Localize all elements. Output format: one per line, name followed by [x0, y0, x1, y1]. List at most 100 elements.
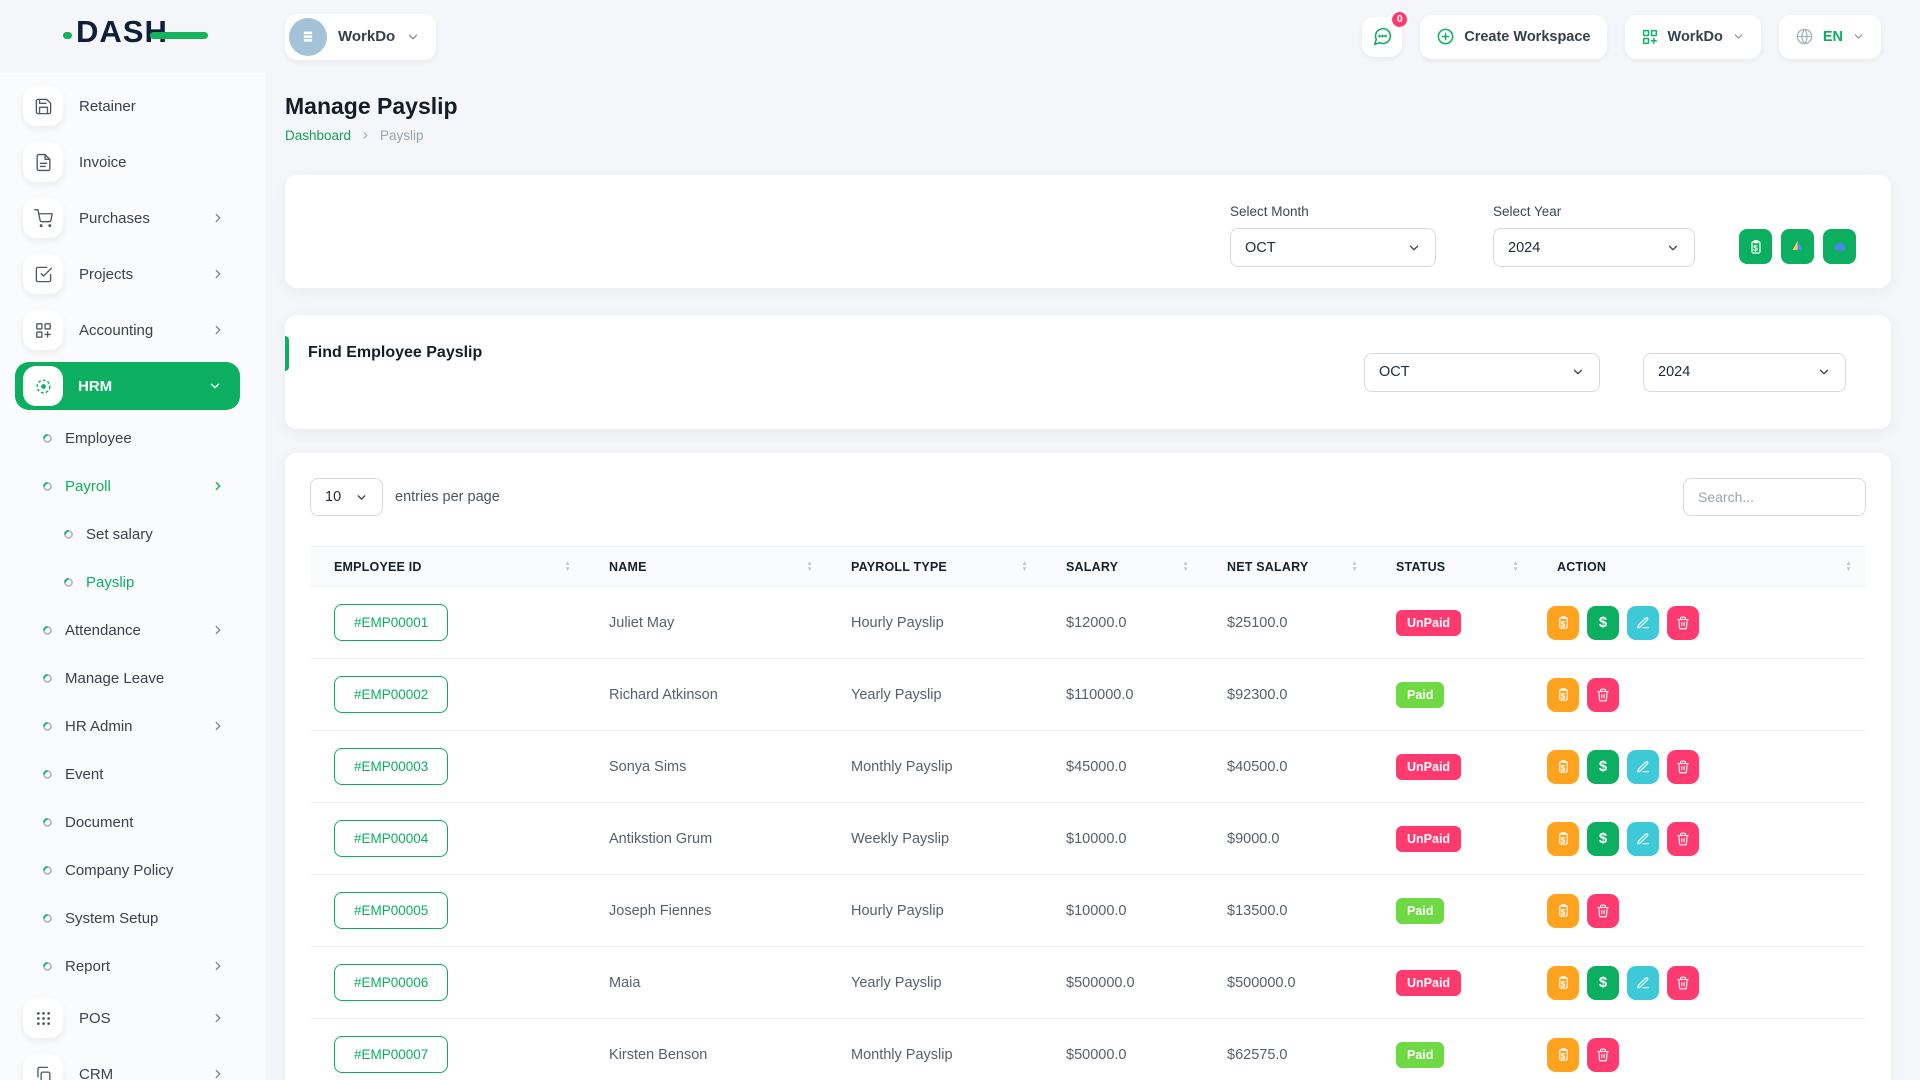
sidebar-item-document[interactable]: Document — [0, 798, 265, 846]
sidebar-item-company-policy[interactable]: Company Policy — [0, 846, 265, 894]
view-payslip-button[interactable]: $ — [1547, 1037, 1579, 1072]
view-payslip-button[interactable]: $ — [1547, 677, 1579, 712]
view-payslip-button[interactable]: $ — [1547, 965, 1579, 1000]
delete-button[interactable] — [1587, 677, 1619, 712]
sidebar-item-crm[interactable]: CRM — [0, 1046, 265, 1080]
column-header-status[interactable]: STATUS ▲ ▼ — [1372, 546, 1533, 587]
find-year-select[interactable]: 2024 — [1643, 352, 1846, 392]
sidebar-item-accounting[interactable]: Accounting — [0, 302, 265, 358]
cell-salary: $50000.0 — [1042, 1018, 1203, 1080]
sidebar-item-system-setup[interactable]: System Setup — [0, 894, 265, 942]
onedrive-export-button[interactable] — [1823, 229, 1856, 264]
sidebar-item-label: Retainer — [79, 97, 136, 115]
sidebar-item-pos[interactable]: POS — [0, 990, 265, 1046]
sidebar-item-label: Projects — [79, 265, 134, 283]
cell-net-salary: $25100.0 — [1203, 586, 1372, 659]
delete-button[interactable] — [1587, 893, 1619, 928]
bullet-icon — [41, 815, 54, 829]
column-header-salary[interactable]: SALARY ▲ ▼ — [1042, 546, 1203, 587]
column-header-employee-id[interactable]: EMPLOYEE ID ▲ ▼ — [310, 546, 585, 587]
entries-select[interactable]: 10 — [310, 478, 383, 516]
employee-id-link[interactable]: #EMP00003 — [334, 748, 449, 785]
sidebar-item-hrm[interactable]: HRM — [15, 362, 240, 410]
entries-label: entries per page — [395, 489, 500, 505]
google-drive-export-button[interactable] — [1781, 229, 1814, 264]
breadcrumb-separator-icon — [360, 130, 371, 141]
check-square-icon — [23, 254, 63, 294]
workspace-selector[interactable]: WorkDo — [285, 13, 437, 60]
trash-icon — [1677, 832, 1689, 845]
search-input[interactable] — [1683, 478, 1866, 516]
chevron-down-icon — [406, 30, 420, 44]
workdo-menu-button[interactable]: WorkDo — [1624, 14, 1761, 59]
sidebar-item-invoice[interactable]: Invoice — [0, 134, 265, 190]
employee-id-link[interactable]: #EMP00005 — [334, 892, 449, 929]
view-payslip-button[interactable]: $ — [1547, 749, 1579, 784]
employee-id-link[interactable]: #EMP00002 — [334, 676, 449, 713]
delete-button[interactable] — [1587, 1037, 1619, 1072]
pay-button[interactable]: $ — [1587, 965, 1619, 1000]
view-payslip-button[interactable]: $ — [1547, 821, 1579, 856]
grid-plus-icon — [1642, 29, 1657, 44]
sidebar-item-employee[interactable]: Employee — [0, 414, 265, 462]
column-header-net-salary[interactable]: NET SALARY ▲ ▼ — [1203, 546, 1372, 587]
bullet-icon — [62, 527, 75, 541]
payslip-filter-card: Select Month OCT Select Year 2024 $ — [285, 175, 1891, 288]
edit-button[interactable] — [1627, 965, 1659, 1000]
breadcrumb-dashboard-link[interactable]: Dashboard — [285, 128, 352, 143]
find-month-select[interactable]: OCT — [1364, 352, 1600, 392]
sidebar-item-hr-admin[interactable]: HR Admin — [0, 702, 265, 750]
workspace-avatar — [289, 17, 327, 56]
sidebar-item-projects[interactable]: Projects — [0, 246, 265, 302]
column-header-name[interactable]: NAME ▲ ▼ — [585, 546, 827, 587]
edit-button[interactable] — [1627, 605, 1659, 640]
dollar-glyph: $ — [1560, 763, 1566, 774]
sidebar-item-set-salary[interactable]: Set salary — [0, 510, 265, 558]
cell-net-salary: $92300.0 — [1203, 658, 1372, 731]
pay-button[interactable]: $ — [1587, 605, 1619, 640]
delete-button[interactable] — [1667, 821, 1699, 856]
sidebar-item-label: HR Admin — [65, 717, 133, 735]
sidebar-item-attendance[interactable]: Attendance — [0, 606, 265, 654]
column-header-action[interactable]: ACTION ▲ ▼ — [1533, 546, 1866, 587]
delete-button[interactable] — [1667, 605, 1699, 640]
pay-button[interactable]: $ — [1587, 821, 1619, 856]
column-header-payroll-type[interactable]: PAYROLL TYPE ▲ ▼ — [827, 546, 1042, 587]
sidebar-item-manage-leave[interactable]: Manage Leave — [0, 654, 265, 702]
sidebar-item-payroll[interactable]: Payroll — [0, 462, 265, 510]
language-selector[interactable]: EN — [1778, 14, 1881, 59]
view-payslip-button[interactable]: $ — [1547, 605, 1579, 640]
sidebar-item-label: System Setup — [65, 909, 159, 927]
employee-id-link[interactable]: #EMP00004 — [334, 820, 449, 857]
chevron-down-icon — [1571, 365, 1585, 379]
status-badge: Paid — [1396, 897, 1445, 924]
view-payslip-button[interactable]: $ — [1547, 893, 1579, 928]
sidebar-item-retainer[interactable]: Retainer — [0, 78, 265, 134]
sort-icon: ▲ ▼ — [806, 559, 813, 573]
cell-net-salary: $62575.0 — [1203, 1018, 1372, 1080]
delete-button[interactable] — [1667, 965, 1699, 1000]
sort-icon: ▲ ▼ — [1512, 559, 1519, 573]
employee-id-link[interactable]: #EMP00007 — [334, 1036, 449, 1073]
chevron-right-icon — [211, 623, 225, 637]
pay-button[interactable]: $ — [1587, 749, 1619, 784]
brand-logo[interactable]: DASH — [63, 14, 208, 50]
sidebar-item-payslip[interactable]: Payslip — [0, 558, 265, 606]
hrm-target-icon — [23, 366, 63, 406]
create-workspace-button[interactable]: Create Workspace — [1420, 14, 1607, 59]
month-select[interactable]: OCT — [1230, 228, 1436, 267]
sidebar-item-event[interactable]: Event — [0, 750, 265, 798]
edit-button[interactable] — [1627, 749, 1659, 784]
employee-id-link[interactable]: #EMP00001 — [334, 604, 449, 641]
sidebar-item-label: Manage Leave — [65, 669, 165, 687]
sidebar-item-report[interactable]: Report — [0, 942, 265, 990]
delete-button[interactable] — [1667, 749, 1699, 784]
edit-button[interactable] — [1627, 821, 1659, 856]
generate-payslip-button[interactable]: $ — [1739, 229, 1772, 264]
employee-id-link[interactable]: #EMP00006 — [334, 964, 449, 1001]
year-select[interactable]: 2024 — [1493, 228, 1695, 267]
messages-button[interactable]: 0 — [1362, 9, 1410, 57]
sidebar-item-purchases[interactable]: Purchases — [0, 190, 265, 246]
cell-name: Antikstion Grum — [585, 802, 827, 875]
table-row: #EMP00003 Sonya Sims Monthly Payslip $45… — [310, 730, 1866, 803]
